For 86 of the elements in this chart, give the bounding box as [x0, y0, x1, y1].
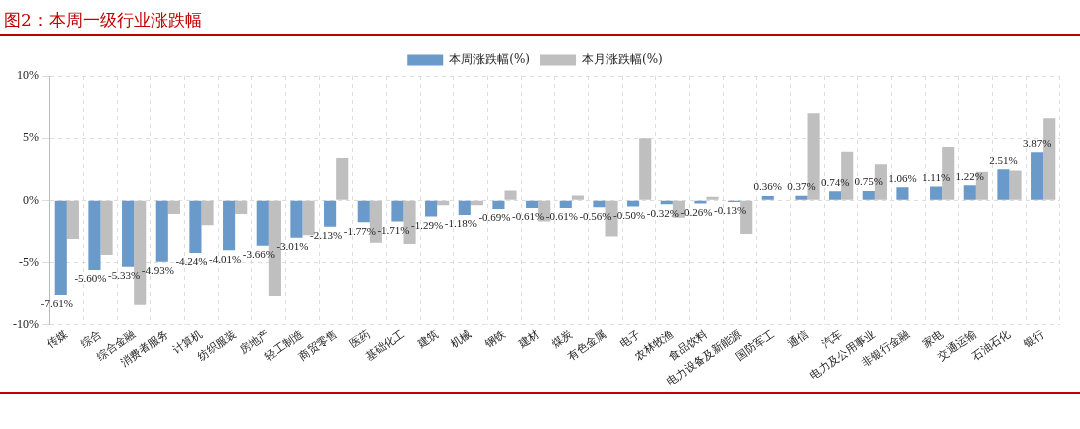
bar: [189, 200, 202, 254]
chart-title: 图2：本周一级行业涨跌幅: [0, 0, 1080, 36]
bar: [256, 200, 269, 246]
data-label: -0.26%: [680, 205, 713, 218]
bar: [795, 195, 808, 200]
y-tick-label: -5%: [18, 254, 39, 269]
bar: [706, 196, 719, 200]
bar: [155, 200, 168, 262]
bar: [639, 138, 652, 200]
bar: [66, 200, 79, 239]
data-label: -4.24%: [175, 255, 208, 268]
bar: [963, 185, 976, 200]
data-label: 0.37%: [787, 180, 816, 193]
bar: [167, 200, 180, 215]
x-tick-label: 建筑: [414, 327, 441, 352]
bar: [357, 200, 370, 223]
data-label: -0.13%: [714, 204, 747, 217]
bar: [1031, 152, 1044, 200]
bar: [235, 200, 248, 215]
bar: [100, 200, 113, 256]
bar: [627, 200, 640, 207]
y-tick-label: -10%: [12, 316, 39, 331]
x-tick-label: 电子: [617, 327, 643, 351]
legend-label: 本月涨跌幅(%): [582, 52, 663, 67]
data-label: 0.36%: [753, 180, 782, 193]
data-label: 3.87%: [1022, 136, 1052, 149]
bar: [88, 200, 101, 270]
data-label: -1.18%: [444, 217, 477, 230]
x-tick-label: 通信: [785, 327, 811, 351]
data-label: -2.13%: [310, 229, 343, 242]
data-label: -0.32%: [646, 206, 679, 219]
bar: [290, 200, 303, 238]
bar: [504, 190, 517, 200]
data-label: -1.77%: [343, 224, 376, 237]
bar: [862, 191, 875, 200]
data-label: -0.50%: [613, 208, 646, 221]
data-label: -0.69%: [478, 211, 511, 224]
data-label: -1.29%: [411, 218, 444, 231]
y-tick-label: 10%: [16, 68, 39, 83]
bar: [122, 200, 135, 267]
data-label: 0.75%: [854, 175, 883, 188]
y-tick-label: 0%: [22, 192, 39, 207]
x-tick-label: 机械: [448, 327, 475, 351]
data-label: -5.33%: [108, 269, 141, 282]
data-label: -0.61%: [512, 210, 545, 223]
data-label: -0.56%: [579, 209, 612, 222]
x-tick-label: 传媒: [44, 327, 71, 351]
data-label: -0.61%: [545, 210, 578, 223]
bar: [896, 187, 909, 200]
bar: [336, 158, 349, 200]
bar: [201, 200, 214, 226]
bar: [425, 200, 438, 217]
legend-label: 本周涨跌幅(%): [449, 52, 530, 67]
bar: [930, 186, 943, 200]
x-tick-label: 银行: [1020, 327, 1047, 352]
bar: [694, 200, 707, 204]
bar: [997, 169, 1010, 200]
bar: [54, 200, 67, 295]
x-tick-label: 钢铁: [481, 327, 508, 352]
data-label: -7.61%: [40, 297, 73, 310]
bar: [324, 200, 337, 227]
bar: [526, 200, 539, 208]
x-tick-label: 汽车: [819, 327, 845, 351]
data-label: 2.51%: [989, 153, 1018, 166]
data-label: -4.01%: [209, 252, 242, 265]
data-label: 1.22%: [955, 169, 984, 182]
bar: [1009, 170, 1022, 200]
data-label: -5.60%: [74, 272, 107, 285]
data-label: -3.01%: [276, 240, 309, 253]
bar: [559, 200, 572, 208]
bar: [391, 200, 404, 222]
data-label: 0.74%: [820, 175, 850, 188]
bar: [492, 200, 505, 209]
data-label: -3.66%: [242, 248, 275, 261]
data-label: 1.06%: [888, 171, 917, 184]
bar: [829, 191, 842, 200]
data-label: -4.93%: [141, 264, 174, 277]
bar: [761, 195, 774, 200]
x-tick-label: 建材: [515, 327, 542, 352]
bar: [223, 200, 236, 251]
data-label: 1.11%: [922, 170, 951, 183]
bar: [593, 200, 606, 208]
data-label: -1.71%: [377, 224, 410, 237]
y-tick-label: 5%: [22, 130, 39, 145]
bar: [571, 195, 584, 200]
bar: [458, 200, 471, 216]
